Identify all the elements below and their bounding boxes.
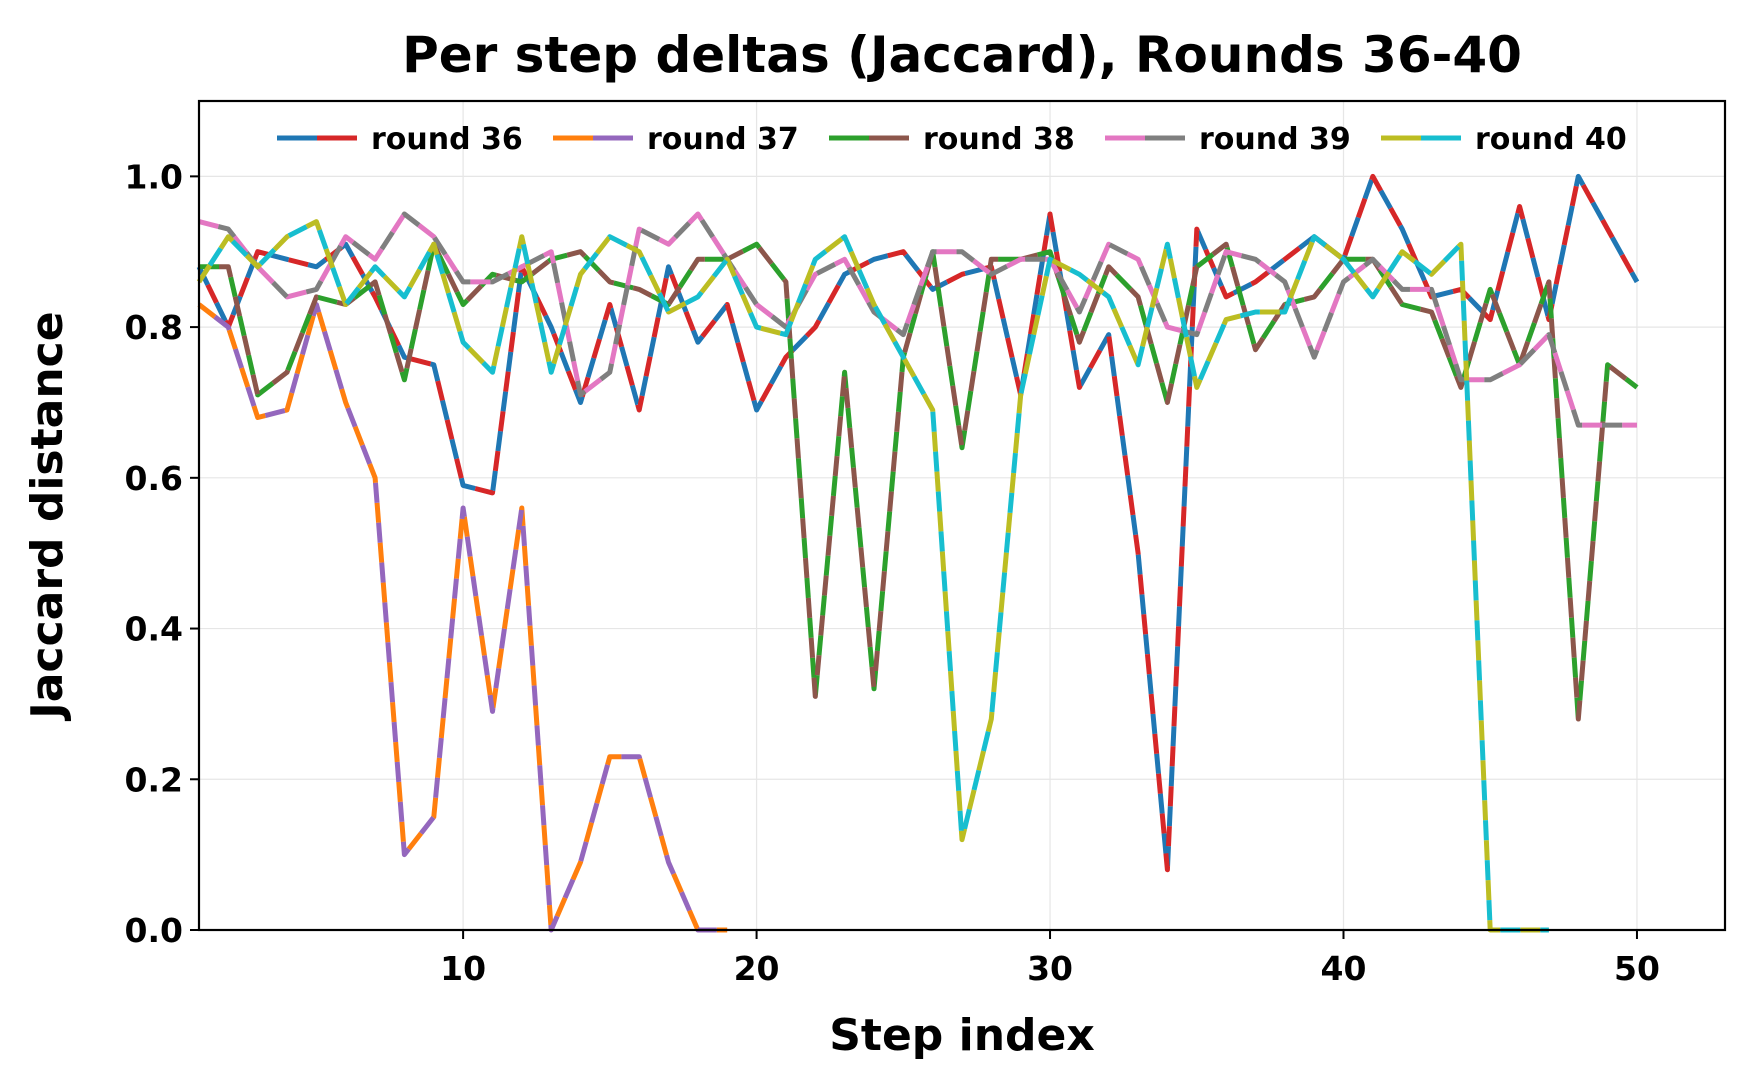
- series-line-a: [197, 302, 728, 933]
- legend-item: round 40: [1381, 122, 1627, 157]
- chart-title: Per step deltas (Jaccard), Rounds 36-40: [402, 26, 1522, 84]
- plot-area-frame: [197, 99, 1727, 932]
- series-round-39: [198, 211, 1637, 428]
- legend-item: round 37: [553, 122, 799, 157]
- legend-label: round 38: [923, 122, 1075, 157]
- y-tick-label: 0.6: [125, 459, 183, 498]
- legend-item: round 38: [829, 122, 1075, 157]
- series-round-36: [196, 173, 1640, 873]
- legend-label: round 40: [1475, 122, 1627, 157]
- series-line-a: [196, 173, 1640, 873]
- y-axis-label: Jaccard distance: [22, 311, 73, 721]
- y-tick-label: 1.0: [125, 157, 183, 196]
- legend-item: round 39: [1105, 122, 1351, 157]
- series-line-b: [196, 173, 1640, 873]
- x-tick-label: 10: [440, 949, 486, 988]
- y-tick-label: 0.0: [125, 911, 183, 950]
- series-lines: [196, 173, 1640, 933]
- axis-ticks: 10 20 30 40 50 0.0 0.2 0.4 0.6 0.8 1.0: [125, 157, 1660, 988]
- legend: round 36 round 37 round 38 round 39 round 40: [277, 122, 1627, 157]
- series-line-b: [198, 211, 1637, 428]
- series-line-b: [197, 302, 728, 933]
- x-tick-label: 20: [734, 949, 780, 988]
- x-tick-label: 40: [1321, 949, 1367, 988]
- x-tick-label: 50: [1614, 949, 1660, 988]
- x-tick-label: 30: [1027, 949, 1073, 988]
- series-round-37: [197, 302, 728, 933]
- legend-label: round 36: [371, 122, 523, 157]
- y-tick-label: 0.2: [125, 760, 183, 799]
- series-line-a: [196, 219, 1549, 933]
- x-axis-label: Step index: [829, 1010, 1095, 1061]
- series-line-b: [196, 219, 1549, 933]
- legend-label: round 39: [1199, 122, 1351, 157]
- legend-label: round 37: [647, 122, 799, 157]
- series-round-40: [196, 219, 1549, 933]
- y-tick-label: 0.8: [125, 308, 183, 347]
- y-tick-label: 0.4: [125, 610, 183, 649]
- legend-item: round 36: [277, 122, 523, 157]
